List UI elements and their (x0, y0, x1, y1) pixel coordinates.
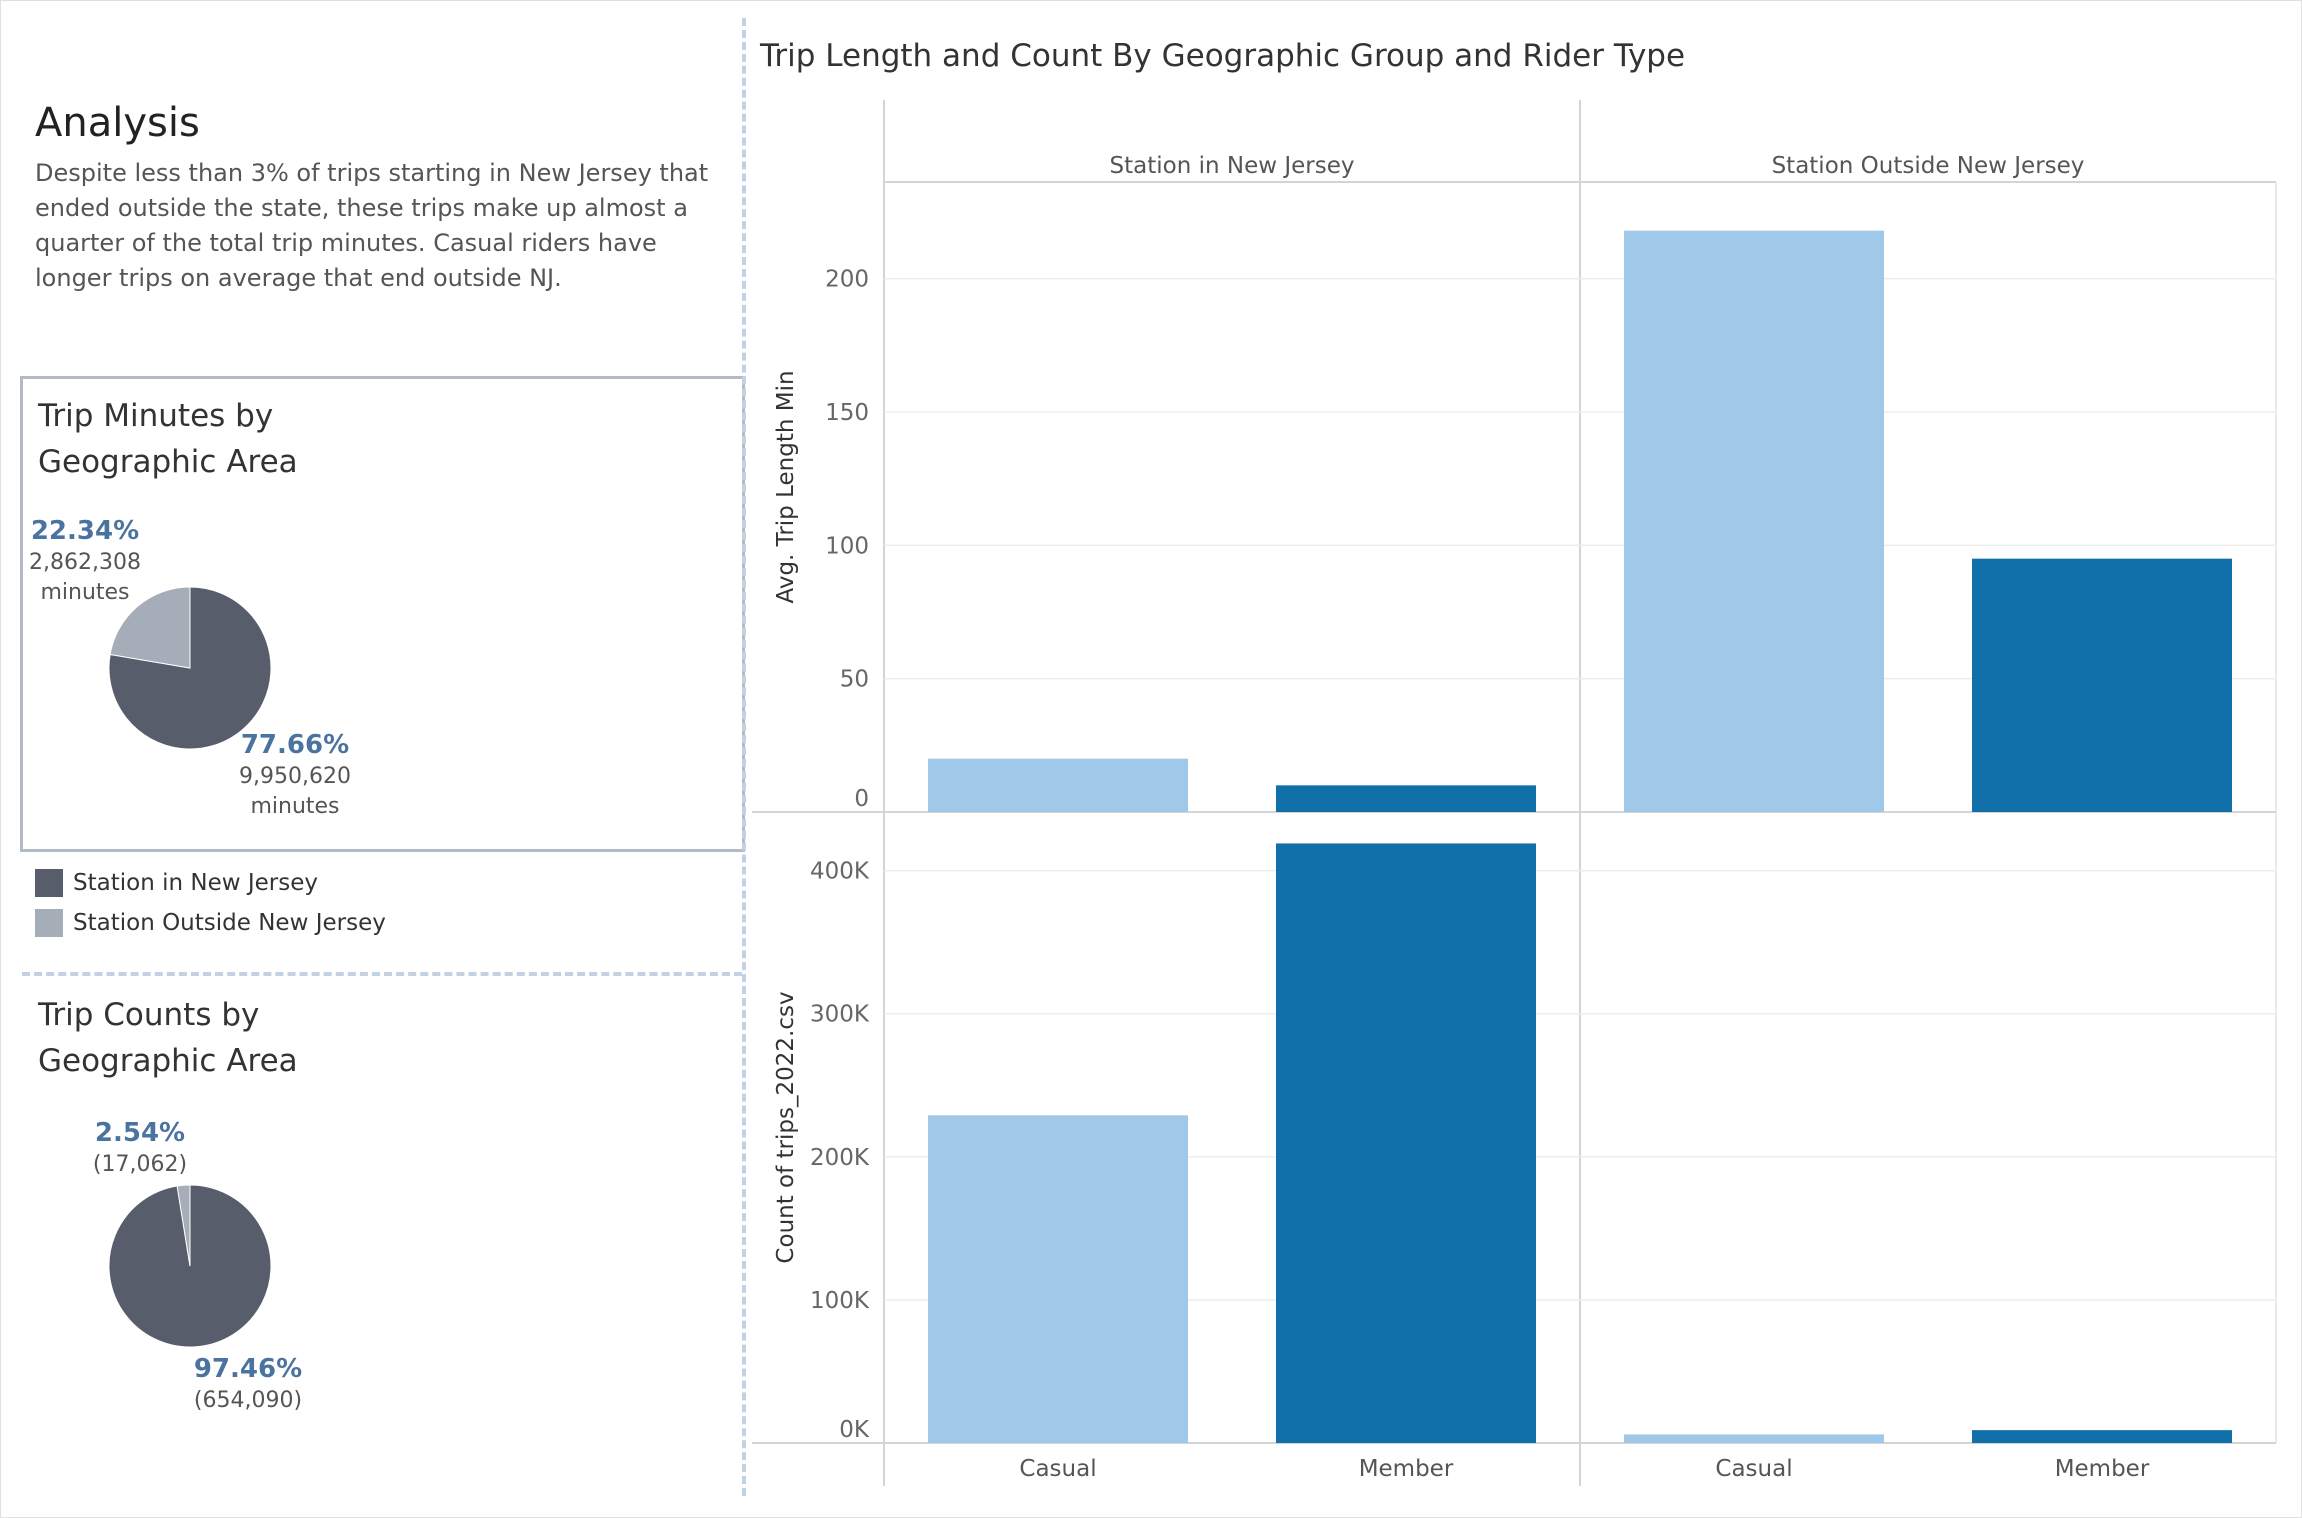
legend-swatch-nj (35, 869, 63, 897)
legend-item-outside[interactable]: Station Outside New Jersey (35, 903, 386, 943)
counts-outside-pct: 2.54% (94, 1118, 186, 1148)
left-panel-divider (22, 972, 742, 976)
trip-minutes-title: Trip Minutes by Geographic Area (38, 393, 298, 485)
row0-tick-label-0: 0 (854, 786, 869, 812)
legend-label-outside: Station Outside New Jersey (73, 910, 386, 936)
bar-chart-title: Trip Length and Count By Geographic Grou… (760, 38, 1686, 74)
bar-row0-col1-member (1972, 558, 2232, 812)
legend-swatch-outside (35, 909, 63, 937)
x-label-col1-member: Member (2055, 1456, 2150, 1482)
minutes-outside-label: 22.34% 2,862,308 minutes (25, 514, 145, 608)
trip-counts-title-line1: Trip Counts by (38, 997, 260, 1033)
bar-row0-col1-casual (1624, 230, 1884, 812)
x-label-col0-member: Member (1359, 1456, 1454, 1482)
analysis-text: Despite less than 3% of trips starting i… (35, 159, 709, 292)
pie-counts-slice-outside (176, 1184, 191, 1267)
row1-tick-label-3: 300K (810, 1002, 870, 1028)
bar-row0-col0-member (1276, 785, 1536, 812)
row0-tick-label-3: 150 (825, 400, 869, 426)
counts-nj-value: (654,090) (193, 1388, 303, 1413)
legend-item-nj[interactable]: Station in New Jersey (35, 863, 386, 903)
row0-tick-label-4: 200 (825, 267, 869, 293)
counts-outside-value: (17,062) (92, 1152, 188, 1177)
geographic-legend: Station in New Jersey Station Outside Ne… (35, 863, 386, 943)
counts-nj-label: 97.46% (654,090) (188, 1352, 308, 1416)
row1-tick-label-2: 200K (810, 1145, 870, 1171)
row0-tick-label-1: 50 (840, 667, 869, 693)
trip-counts-title-line2: Geographic Area (38, 1043, 298, 1079)
bar-row1-col1-casual (1624, 1434, 1884, 1443)
main-panel-divider (742, 18, 746, 1496)
minutes-outside-value: 2,862,308 (29, 550, 141, 575)
row1-ylabel: Count of trips_2022.csv (773, 991, 799, 1263)
column-header-1: Station Outside New Jersey (1772, 153, 2085, 179)
row1-tick-label-1: 100K (810, 1288, 870, 1314)
trip-counts-title: Trip Counts by Geographic Area (38, 992, 298, 1084)
column-header-0: Station in New Jersey (1110, 153, 1355, 179)
analysis-title: Analysis (35, 100, 200, 146)
x-label-col0-casual: Casual (1019, 1456, 1096, 1482)
row0-tick-label-2: 100 (825, 533, 869, 559)
bar-row0-col0-casual (928, 758, 1188, 812)
counts-outside-label: 2.54% (17,062) (80, 1116, 200, 1180)
row0-ylabel: Avg. Trip Length Min (773, 370, 799, 603)
minutes-nj-value: 9,950,620 (239, 764, 351, 789)
minutes-nj-label: 77.66% 9,950,620 minutes (230, 728, 360, 822)
minutes-outside-pct: 22.34% (30, 516, 140, 546)
trip-minutes-title-line2: Geographic Area (38, 444, 298, 480)
legend-label-nj: Station in New Jersey (73, 870, 318, 896)
x-label-col1-casual: Casual (1715, 1456, 1792, 1482)
bar-row1-col1-member (1972, 1430, 2232, 1443)
row1-tick-label-0: 0K (839, 1417, 870, 1443)
trip-minutes-pie[interactable] (108, 586, 272, 750)
bar-row1-col0-casual (928, 1115, 1188, 1443)
bar-row1-col0-member (1276, 843, 1536, 1443)
trip-counts-pie[interactable] (108, 1184, 272, 1348)
row1-tick-label-4: 400K (810, 859, 870, 885)
pie-minutes-slice-outside (109, 586, 191, 669)
minutes-nj-unit: minutes (250, 794, 340, 819)
counts-nj-pct: 97.46% (193, 1354, 303, 1384)
trip-minutes-title-line1: Trip Minutes by (38, 398, 274, 434)
minutes-outside-unit: minutes (40, 580, 130, 605)
minutes-nj-pct: 77.66% (240, 730, 350, 760)
